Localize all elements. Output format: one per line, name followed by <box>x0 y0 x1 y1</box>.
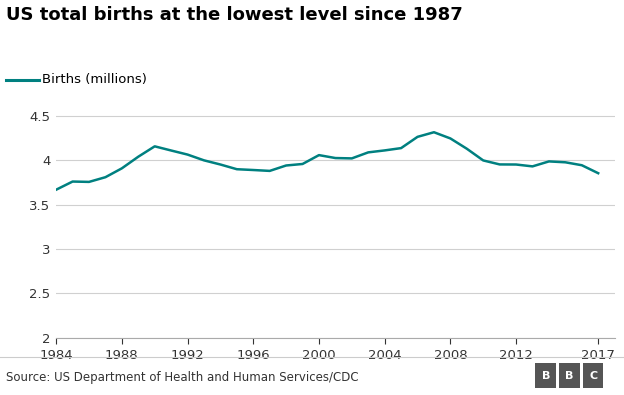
Text: US total births at the lowest level since 1987: US total births at the lowest level sinc… <box>6 6 463 24</box>
Text: B: B <box>542 371 550 381</box>
Text: B: B <box>565 371 573 381</box>
Text: Births (millions): Births (millions) <box>42 73 147 86</box>
Text: C: C <box>589 371 597 381</box>
Text: Source: US Department of Health and Human Services/CDC: Source: US Department of Health and Huma… <box>6 371 359 384</box>
